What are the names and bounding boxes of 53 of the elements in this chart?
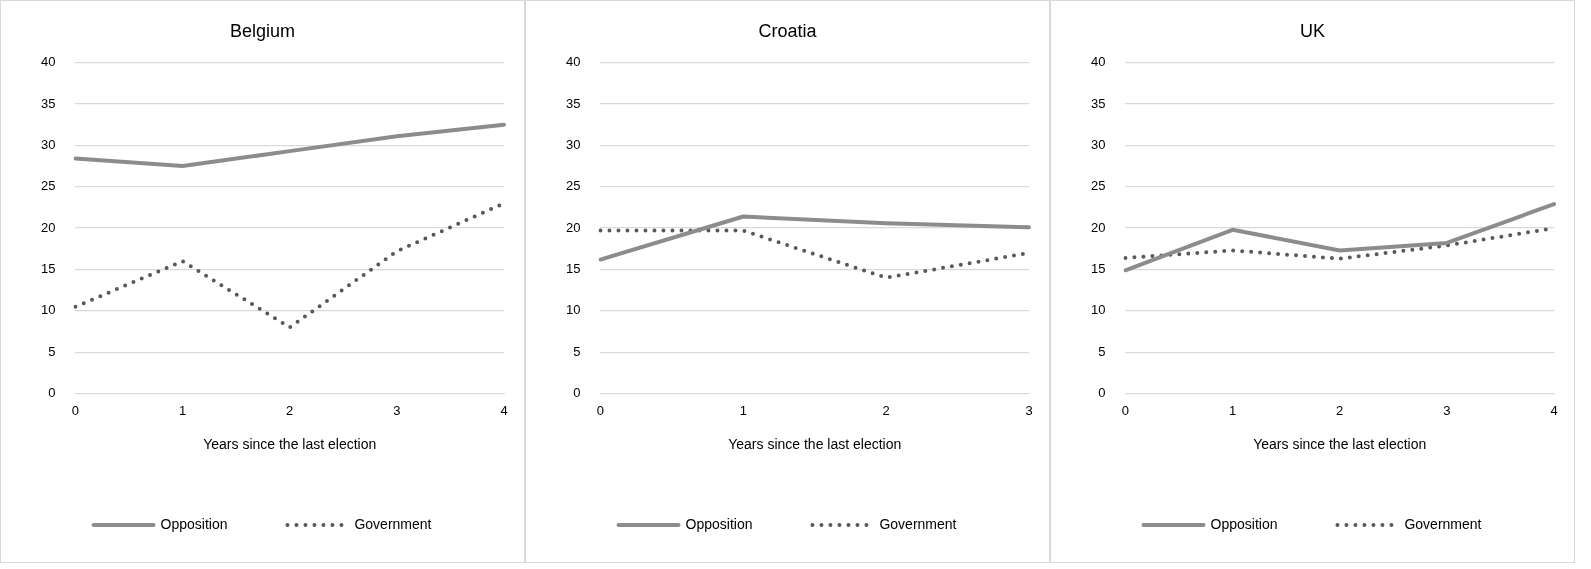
y-tick-label: 25	[565, 178, 581, 194]
chart-title: UK	[1299, 20, 1326, 41]
y-tick-label: 20	[40, 219, 56, 235]
y-tick-label: 15	[40, 261, 56, 277]
x-tick-label: 1	[1228, 402, 1237, 418]
y-tick-label: 15	[1090, 261, 1106, 277]
x-tick-label: 0	[596, 402, 605, 418]
x-tick-label: 1	[178, 402, 187, 418]
x-axis-title: Years since the last election	[1253, 436, 1427, 453]
y-tick-label: 30	[1090, 136, 1106, 152]
y-tick-label: 0	[48, 385, 56, 401]
legend-label: Government	[879, 515, 957, 532]
x-tick-label: 3	[1025, 402, 1033, 418]
x-tick-label: 1	[739, 402, 747, 418]
x-tick-label: 2	[1336, 402, 1344, 418]
legend-label: Opposition	[160, 515, 228, 532]
y-tick-label: 25	[1090, 178, 1106, 194]
x-axis-title: Years since the last election	[203, 436, 377, 453]
y-tick-label: 35	[1090, 95, 1106, 111]
x-axis-title: Years since the last election	[728, 436, 902, 453]
x-tick-label: 0	[71, 402, 80, 418]
legend-label: Government	[1404, 515, 1482, 532]
y-tick-label: 40	[40, 54, 56, 70]
x-tick-label: 2	[286, 402, 294, 418]
x-tick-label: 2	[882, 402, 890, 418]
y-tick-label: 20	[1090, 219, 1106, 235]
x-tick-label: 3	[1443, 402, 1451, 418]
chart-title: Croatia	[758, 20, 818, 41]
legend-label: Opposition	[1210, 515, 1278, 532]
y-tick-label: 15	[565, 261, 581, 277]
y-tick-label: 40	[1090, 54, 1106, 70]
y-tick-label: 30	[40, 136, 56, 152]
legend-label: Government	[354, 515, 432, 532]
y-tick-label: 25	[40, 178, 56, 194]
y-tick-label: 40	[565, 54, 581, 70]
y-tick-label: 10	[40, 302, 56, 318]
y-tick-label: 35	[40, 95, 56, 111]
y-tick-label: 5	[573, 343, 581, 359]
y-tick-label: 5	[1098, 343, 1106, 359]
x-tick-label: 4	[1550, 402, 1558, 418]
y-tick-label: 0	[1098, 385, 1106, 401]
x-tick-label: 3	[393, 402, 401, 418]
y-tick-label: 10	[565, 302, 581, 318]
y-tick-label: 5	[48, 343, 56, 359]
chart-title: Belgium	[229, 20, 296, 41]
y-tick-label: 35	[565, 95, 581, 111]
y-tick-label: 0	[573, 385, 581, 401]
y-tick-label: 30	[565, 136, 581, 152]
y-tick-label: 10	[1090, 302, 1106, 318]
legend-label: Opposition	[685, 515, 753, 532]
x-tick-label: 0	[1121, 402, 1130, 418]
y-tick-label: 20	[565, 219, 581, 235]
x-tick-label: 4	[500, 402, 508, 418]
